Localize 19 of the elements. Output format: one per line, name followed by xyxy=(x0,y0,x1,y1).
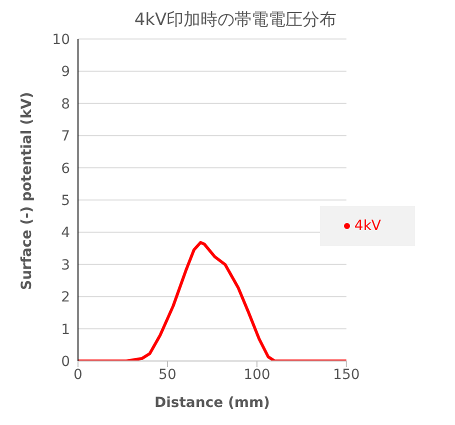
chart-title: 4kV印加時の帯電電圧分布 xyxy=(133,9,338,31)
x-tick-label: 0 xyxy=(74,366,82,383)
y-tick-label: 6 xyxy=(61,160,70,177)
y-tick-label: 10 xyxy=(52,32,70,48)
y-tick-label: 4 xyxy=(61,225,70,242)
y-tick-label: 7 xyxy=(61,128,70,145)
y-tick-label: 5 xyxy=(61,192,70,209)
x-axis-title: Distance (mm) xyxy=(154,395,270,411)
y-tick-label: 9 xyxy=(61,64,70,80)
y-tick-label: 8 xyxy=(61,96,70,112)
x-tick-label: 50 xyxy=(158,366,176,383)
x-tick-label: 100 xyxy=(244,366,270,383)
y-tick-label: 3 xyxy=(61,257,70,274)
x-tick-label: 150 xyxy=(333,366,360,383)
y-axis-title: Surface (-) potential (kV) xyxy=(18,92,35,290)
y-tick-label: 2 xyxy=(61,290,70,306)
y-tick-label: 1 xyxy=(61,322,70,338)
y-tick-label: 0 xyxy=(61,354,70,370)
legend-label: 4kV xyxy=(354,218,381,234)
